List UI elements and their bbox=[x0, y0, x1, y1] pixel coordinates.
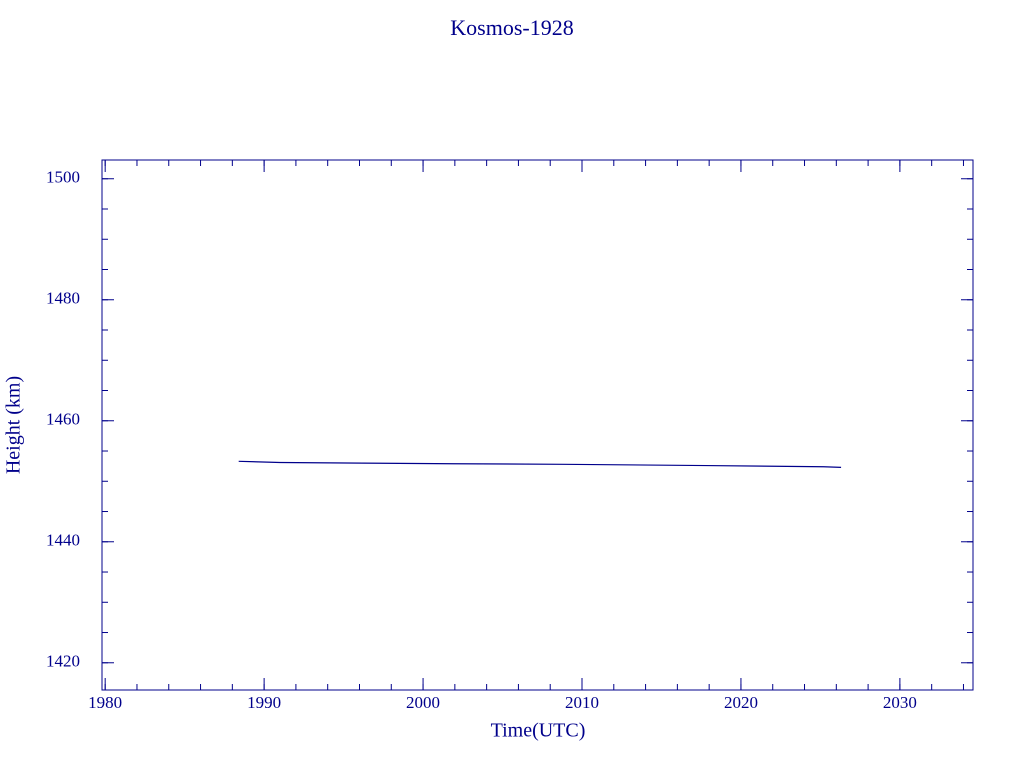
x-tick-label: 2030 bbox=[883, 693, 917, 712]
y-tick-label: 1460 bbox=[46, 410, 80, 429]
y-tick-label: 1500 bbox=[46, 168, 80, 187]
plot-frame bbox=[101, 159, 974, 691]
x-tick-label: 2010 bbox=[565, 693, 599, 712]
y-tick-label: 1480 bbox=[46, 289, 80, 308]
x-tick-label: 1980 bbox=[88, 693, 122, 712]
x-tick-label: 2000 bbox=[406, 693, 440, 712]
y-tick-label: 1440 bbox=[46, 531, 80, 550]
data-line bbox=[238, 460, 842, 468]
x-axis-label: Time(UTC) bbox=[491, 720, 586, 742]
chart-title: Kosmos-1928 bbox=[450, 15, 573, 40]
y-tick-label: 1420 bbox=[46, 652, 80, 671]
x-tick-label: 1990 bbox=[247, 693, 281, 712]
y-axis-label: Height (km) bbox=[3, 376, 25, 474]
x-tick-label: 2020 bbox=[724, 693, 758, 712]
